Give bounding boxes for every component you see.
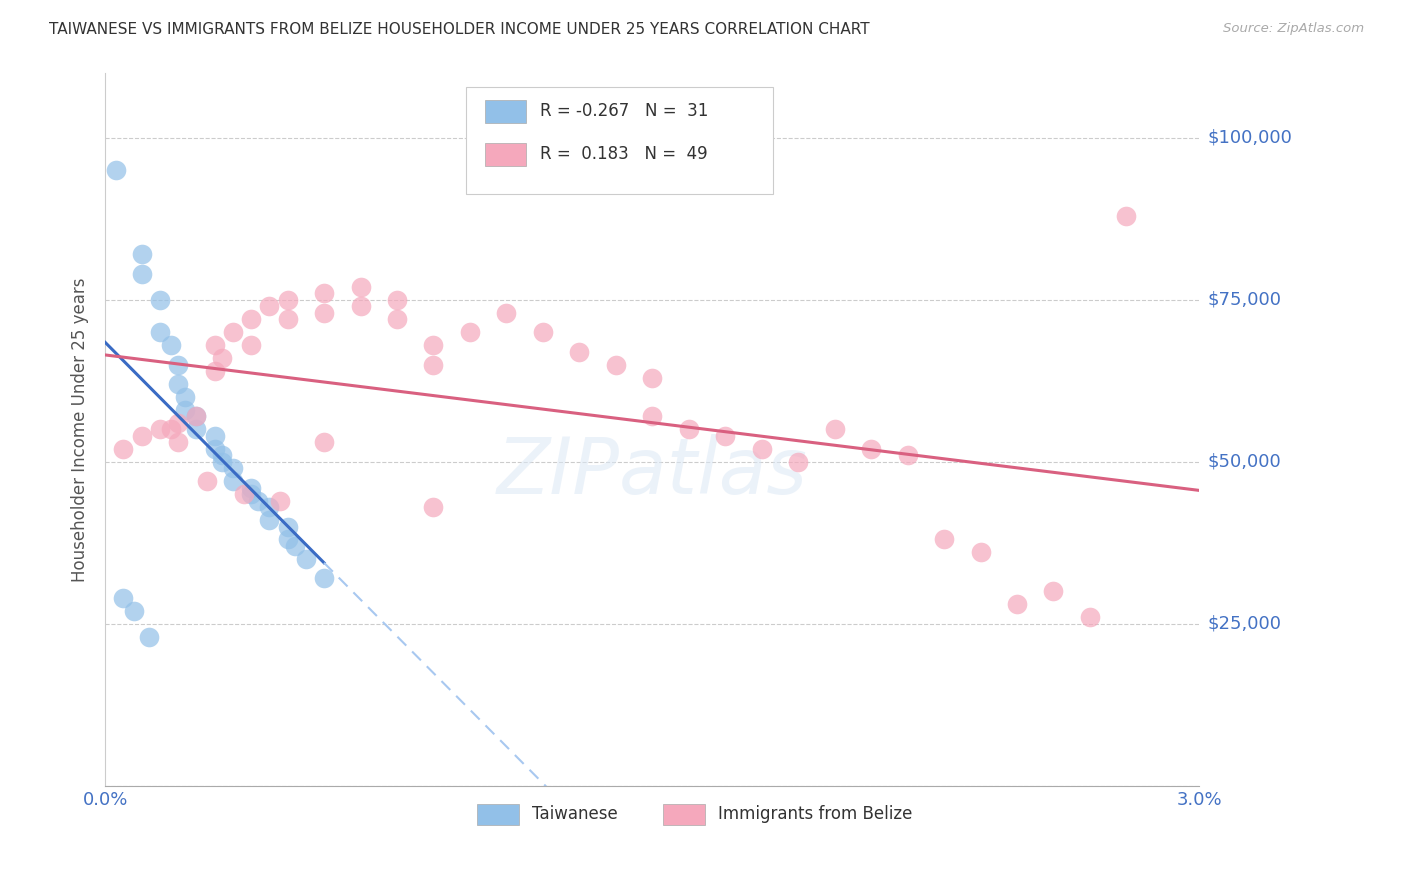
Point	[295, 552, 318, 566]
Point	[186, 409, 208, 424]
Point	[751, 442, 773, 456]
FancyBboxPatch shape	[477, 804, 519, 825]
Point	[605, 358, 627, 372]
Point	[259, 500, 281, 514]
Point	[277, 533, 299, 547]
Point	[149, 422, 172, 436]
Point	[458, 325, 481, 339]
Point	[312, 435, 335, 450]
Point	[932, 533, 955, 547]
Point	[222, 461, 245, 475]
Point	[186, 409, 208, 424]
Point	[222, 325, 245, 339]
Point	[160, 338, 183, 352]
FancyBboxPatch shape	[485, 100, 526, 123]
FancyBboxPatch shape	[467, 87, 773, 194]
Point	[422, 338, 444, 352]
Point	[860, 442, 883, 456]
Point	[174, 390, 197, 404]
Text: $75,000: $75,000	[1208, 291, 1282, 309]
Point	[167, 376, 190, 391]
Point	[824, 422, 846, 436]
Point	[422, 358, 444, 372]
FancyBboxPatch shape	[485, 143, 526, 166]
Point	[641, 409, 664, 424]
Point	[969, 545, 991, 559]
Point	[211, 455, 233, 469]
Point	[312, 286, 335, 301]
Point	[1078, 610, 1101, 624]
Point	[240, 338, 263, 352]
Point	[240, 487, 263, 501]
Point	[422, 500, 444, 514]
Text: ZIPatlas: ZIPatlas	[496, 434, 807, 510]
Point	[186, 422, 208, 436]
Point	[277, 312, 299, 326]
Point	[269, 493, 291, 508]
Point	[211, 448, 233, 462]
Point	[259, 513, 281, 527]
Point	[204, 442, 226, 456]
Point	[284, 539, 307, 553]
Point	[714, 429, 737, 443]
Point	[167, 358, 190, 372]
Text: TAIWANESE VS IMMIGRANTS FROM BELIZE HOUSEHOLDER INCOME UNDER 25 YEARS CORRELATIO: TAIWANESE VS IMMIGRANTS FROM BELIZE HOUS…	[49, 22, 870, 37]
Point	[1115, 209, 1137, 223]
Point	[495, 306, 517, 320]
Text: R =  0.183   N =  49: R = 0.183 N = 49	[540, 145, 707, 162]
Point	[1005, 597, 1028, 611]
Point	[174, 403, 197, 417]
Point	[277, 293, 299, 307]
Point	[240, 312, 263, 326]
Point	[259, 299, 281, 313]
Point	[568, 344, 591, 359]
Point	[222, 474, 245, 488]
Point	[349, 280, 371, 294]
Point	[112, 591, 135, 605]
Point	[787, 455, 810, 469]
Point	[195, 474, 218, 488]
Point	[349, 299, 371, 313]
Point	[112, 442, 135, 456]
Point	[138, 630, 160, 644]
Point	[232, 487, 254, 501]
Point	[240, 481, 263, 495]
Point	[131, 429, 153, 443]
Point	[385, 312, 408, 326]
Y-axis label: Householder Income Under 25 years: Householder Income Under 25 years	[72, 277, 89, 582]
Point	[1042, 584, 1064, 599]
Point	[131, 267, 153, 281]
Text: R = -0.267   N =  31: R = -0.267 N = 31	[540, 102, 709, 120]
Point	[204, 338, 226, 352]
Point	[204, 429, 226, 443]
Point	[160, 422, 183, 436]
Point	[211, 351, 233, 365]
FancyBboxPatch shape	[664, 804, 704, 825]
Point	[167, 435, 190, 450]
Point	[897, 448, 920, 462]
Point	[247, 493, 270, 508]
Point	[385, 293, 408, 307]
Text: $50,000: $50,000	[1208, 453, 1281, 471]
Point	[312, 306, 335, 320]
Text: Source: ZipAtlas.com: Source: ZipAtlas.com	[1223, 22, 1364, 36]
Point	[167, 416, 190, 430]
Text: Taiwanese: Taiwanese	[531, 805, 617, 823]
Point	[641, 370, 664, 384]
Point	[312, 571, 335, 585]
Point	[131, 247, 153, 261]
Point	[105, 163, 128, 178]
Point	[678, 422, 700, 436]
Point	[149, 293, 172, 307]
Point	[124, 604, 146, 618]
Point	[149, 325, 172, 339]
Point	[204, 364, 226, 378]
Text: $100,000: $100,000	[1208, 128, 1292, 147]
Text: Immigrants from Belize: Immigrants from Belize	[718, 805, 912, 823]
Point	[277, 519, 299, 533]
Point	[531, 325, 554, 339]
Text: $25,000: $25,000	[1208, 615, 1282, 632]
